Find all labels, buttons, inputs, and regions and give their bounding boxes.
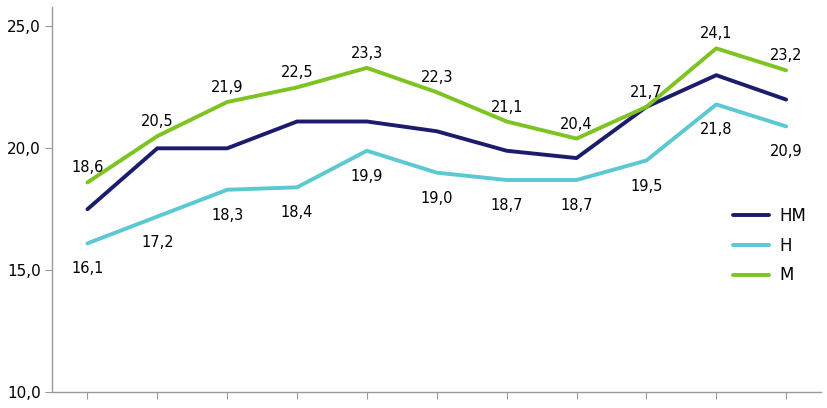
Text: 19,9: 19,9: [351, 169, 383, 184]
HM: [292, 119, 302, 124]
M: [222, 100, 232, 104]
M: [152, 134, 162, 139]
HM: [361, 119, 371, 124]
Legend: HM, H, M: HM, H, M: [725, 200, 812, 291]
Text: 21,1: 21,1: [490, 100, 523, 115]
H: [571, 177, 581, 182]
Text: 23,2: 23,2: [769, 49, 801, 63]
HM: [710, 73, 720, 78]
Line: H: H: [88, 104, 785, 244]
H: [222, 187, 232, 192]
Text: 22,5: 22,5: [280, 65, 313, 80]
Text: 20,4: 20,4: [560, 117, 592, 132]
HM: [641, 104, 651, 109]
Text: 18,7: 18,7: [490, 198, 523, 213]
Text: 18,6: 18,6: [71, 160, 103, 175]
HM: [501, 148, 511, 153]
Text: 18,3: 18,3: [211, 208, 243, 223]
Text: 22,3: 22,3: [420, 70, 452, 85]
HM: [152, 146, 162, 151]
M: [361, 65, 371, 70]
Text: 19,5: 19,5: [629, 179, 662, 193]
H: [641, 158, 651, 163]
Text: 20,5: 20,5: [141, 114, 174, 129]
Line: HM: HM: [88, 75, 785, 209]
Text: 20,9: 20,9: [769, 144, 801, 160]
Line: M: M: [88, 49, 785, 182]
M: [292, 85, 302, 90]
M: [641, 104, 651, 109]
Text: 21,9: 21,9: [211, 80, 243, 95]
HM: [83, 207, 93, 212]
Text: 21,7: 21,7: [629, 85, 662, 100]
H: [361, 148, 371, 153]
Text: 16,1: 16,1: [71, 262, 103, 277]
Text: 18,4: 18,4: [280, 205, 313, 220]
Text: 24,1: 24,1: [699, 27, 732, 42]
Text: 19,0: 19,0: [420, 191, 452, 206]
H: [292, 185, 302, 190]
H: [83, 241, 93, 246]
M: [571, 136, 581, 141]
H: [780, 124, 790, 129]
M: [710, 46, 720, 51]
HM: [780, 97, 790, 102]
H: [710, 102, 720, 107]
M: [83, 180, 93, 185]
M: [780, 68, 790, 73]
Text: 23,3: 23,3: [351, 46, 383, 61]
HM: [222, 146, 232, 151]
H: [152, 214, 162, 219]
Text: 21,8: 21,8: [699, 122, 732, 137]
Text: 17,2: 17,2: [141, 235, 174, 250]
M: [501, 119, 511, 124]
HM: [432, 129, 442, 134]
HM: [571, 155, 581, 160]
H: [501, 177, 511, 182]
H: [432, 170, 442, 175]
M: [432, 90, 442, 95]
Text: 18,7: 18,7: [560, 198, 592, 213]
